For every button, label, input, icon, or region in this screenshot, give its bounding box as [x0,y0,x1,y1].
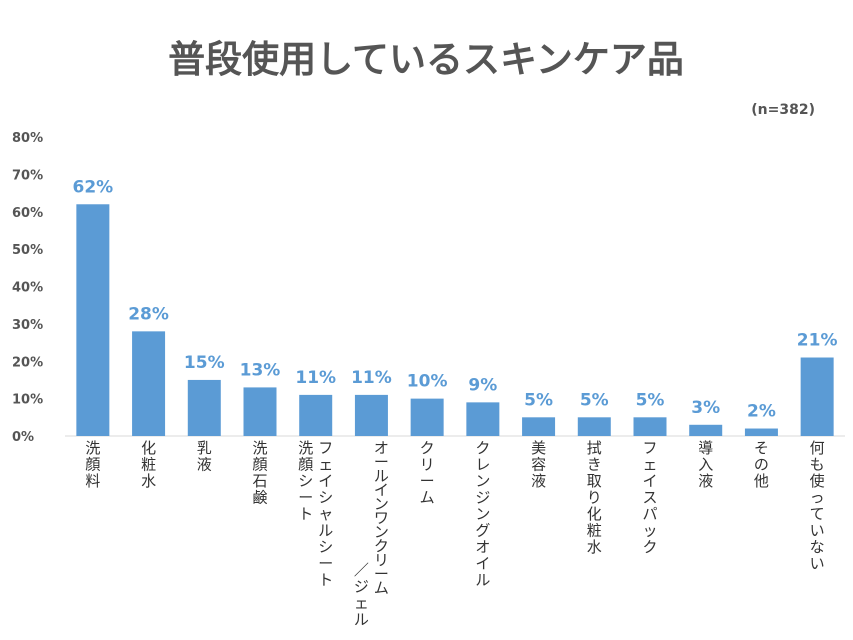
y-tick-label: 50% [12,243,43,258]
bar [522,417,556,436]
category-label: 導入液 [698,439,713,490]
category-label: クリーム [420,439,435,507]
data-label: 3% [691,398,720,418]
sample-size-note: (n=382) [751,102,815,118]
category-label: オールインワンクリーム [374,439,389,597]
category-label: 洗顔石鹸 [252,439,267,507]
bar [132,331,166,436]
bar [689,424,723,436]
bar [187,379,221,436]
category-label: 洗顔シート [298,439,313,523]
y-tick-label: 20% [12,355,43,370]
bar [76,204,110,436]
data-label: 62% [73,177,114,197]
data-label: 9% [468,375,497,395]
data-label: 2% [747,402,776,422]
bar [633,417,667,436]
data-label: 13% [240,360,281,380]
chart-title: 普段使用しているスキンケア品 [168,38,684,81]
category-label: 化粧水 [141,439,156,490]
data-label: 10% [407,372,448,392]
y-tick-label: 10% [12,393,43,408]
category-label: 何も使っていない [810,439,825,573]
bar [410,398,444,436]
bar [354,394,388,436]
y-tick-label: 70% [12,168,43,183]
bar [299,394,333,436]
y-tick-label: 30% [12,318,43,333]
category-label: その他 [754,439,769,490]
y-tick-label: 0% [12,430,34,445]
bar [243,387,277,436]
category-label: 乳液 [197,439,212,474]
bars [76,204,834,436]
data-label: 15% [184,353,225,373]
data-label: 11% [351,368,392,388]
category-label: フェイシャルシート [318,439,333,589]
data-label: 5% [580,390,609,410]
bar [577,417,611,436]
bar [744,428,778,436]
bar [466,402,500,436]
category-label: クレンジングオイル [475,439,490,589]
data-label: 11% [295,368,336,388]
category-label: フェイスパック [642,439,657,556]
data-label: 5% [524,390,553,410]
y-tick-label: 40% [12,281,43,296]
data-label: 5% [636,390,665,410]
y-tick-label: 80% [12,131,43,146]
bar [800,357,834,436]
data-label: 21% [797,331,838,351]
category-label: 洗顔料 [85,439,100,490]
y-axis: 0% 10% 20% 30% 40% 50% 60% 70% 80% [12,131,43,445]
category-label: ／ジェル [354,561,369,629]
data-label: 28% [128,304,169,324]
data-labels: 62% 28% 15% 13% 11% 11% 10% 9% 5% 5% 5% 3% 2% 21% [73,177,838,421]
category-label: 美容液 [531,439,546,490]
category-label: 拭き取り化粧水 [587,439,602,556]
y-tick-label: 60% [12,206,43,221]
